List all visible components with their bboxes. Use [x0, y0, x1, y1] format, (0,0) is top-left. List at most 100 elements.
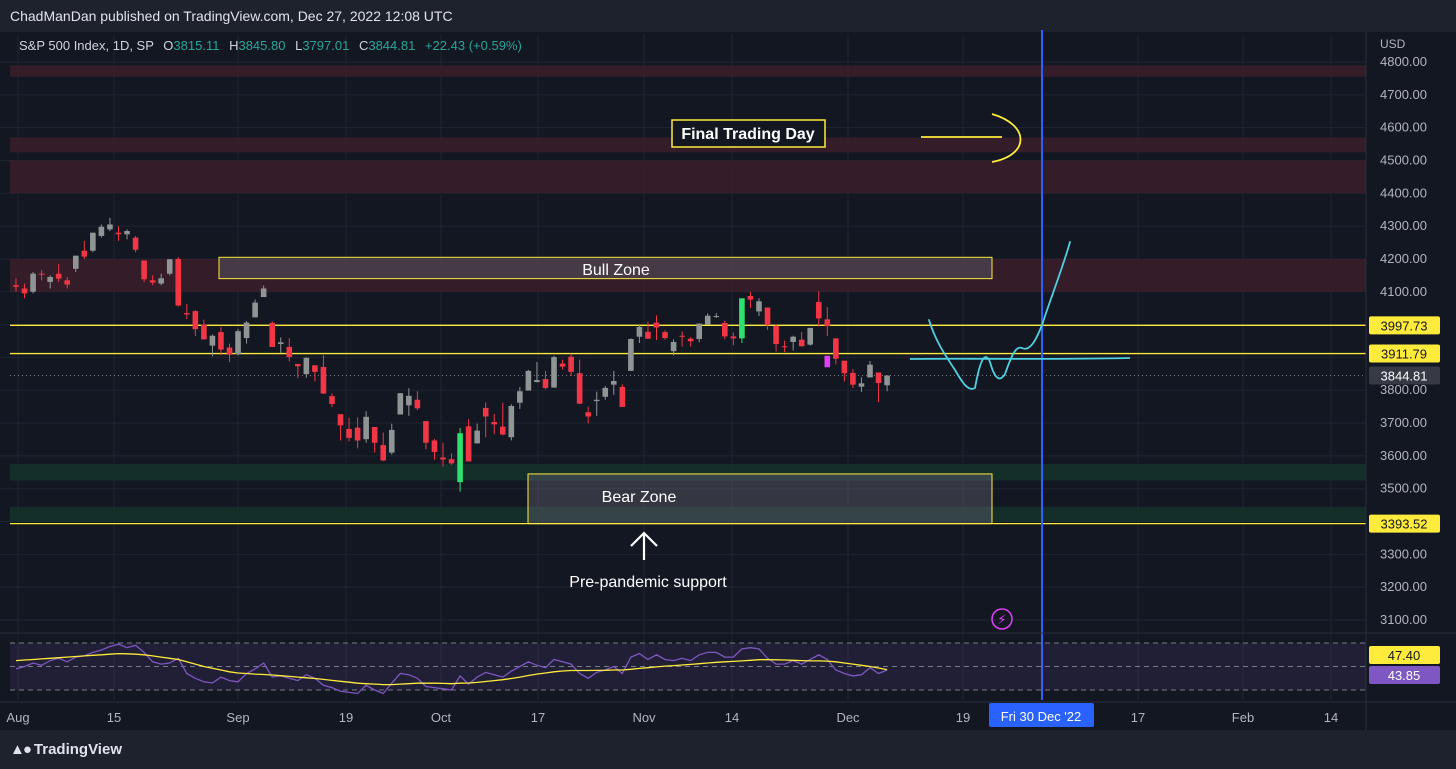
- candle: [346, 417, 352, 442]
- candle-body: [184, 313, 190, 315]
- price-tick-label: 3600.00: [1380, 448, 1427, 463]
- candle-body: [218, 332, 224, 350]
- candle-body: [747, 296, 754, 300]
- rsi-value-box: [1369, 666, 1440, 684]
- candle: [192, 310, 199, 337]
- candle: [653, 315, 660, 341]
- candle: [534, 362, 540, 383]
- candle: [551, 355, 557, 388]
- candle: [457, 427, 463, 492]
- candle-body: [107, 224, 113, 230]
- zone-box: [527, 473, 993, 525]
- candle-body: [585, 412, 591, 417]
- price-tick-label: 4600.00: [1380, 120, 1427, 135]
- candle-body: [252, 302, 258, 318]
- candle: [235, 328, 241, 356]
- candle: [730, 332, 737, 346]
- candle-body: [858, 383, 865, 387]
- candle-body: [166, 259, 173, 274]
- price-label-box: [1369, 514, 1440, 533]
- candle: [722, 320, 728, 340]
- candle: [636, 324, 643, 343]
- candle: [141, 260, 147, 282]
- candle-body: [696, 323, 702, 340]
- candle-body: [875, 372, 882, 384]
- candle: [499, 402, 506, 436]
- candle: [47, 275, 53, 289]
- candle: [798, 332, 805, 347]
- candle: [406, 388, 412, 416]
- candle-body: [764, 307, 771, 326]
- candle: [388, 423, 395, 455]
- rsi-line: [15, 643, 888, 695]
- candle-body: [243, 322, 250, 339]
- candle-body: [312, 365, 318, 372]
- candle: [679, 331, 685, 347]
- candle-body: [798, 339, 805, 347]
- price-label-box: [1369, 344, 1440, 363]
- support-band: [10, 464, 1366, 481]
- candle-body: [149, 280, 156, 283]
- candle-body: [397, 393, 404, 415]
- candle: [295, 363, 301, 379]
- candle-body: [13, 285, 19, 287]
- up-arrow-icon: [630, 531, 658, 560]
- price-tick-label: 3100.00: [1380, 612, 1427, 627]
- lightning-icon-glyph: ⚡: [997, 613, 1006, 628]
- candle-body: [559, 363, 566, 367]
- candle-body: [713, 316, 720, 318]
- rsi-value-box: [1369, 646, 1440, 664]
- candle: [833, 338, 839, 365]
- candle: [474, 423, 480, 444]
- price-label-box: [1369, 366, 1440, 385]
- support-band: [10, 506, 1366, 522]
- candle: [243, 320, 250, 344]
- candle-body: [388, 429, 395, 453]
- publisher-line: ChadManDan published on TradingView.com,…: [10, 8, 453, 24]
- candle: [576, 359, 583, 405]
- candle: [619, 384, 626, 407]
- price-tick-label: 3500.00: [1380, 481, 1427, 496]
- candle-body: [704, 315, 711, 325]
- candle: [542, 370, 549, 390]
- change-value: +22.43 (+0.59%): [424, 38, 522, 53]
- zone-label: Bear Zone: [602, 489, 677, 506]
- candle: [850, 369, 856, 388]
- candle-body: [730, 336, 737, 339]
- candle-body: [602, 387, 609, 397]
- candle-body: [687, 338, 694, 342]
- symbol-name: S&P 500 Index, 1D, SP: [19, 38, 154, 53]
- candle-body: [440, 457, 446, 460]
- candle-body: [380, 445, 387, 461]
- publisher-bar: [0, 0, 1456, 32]
- candle: [440, 442, 446, 467]
- candle: [98, 224, 105, 238]
- candle: [260, 285, 267, 298]
- candle-body: [209, 335, 216, 346]
- candle: [867, 361, 873, 378]
- time-tick-label: 17: [531, 710, 545, 725]
- candle-body: [201, 324, 207, 340]
- candle: [781, 340, 788, 353]
- candle-body: [815, 301, 822, 319]
- candle: [226, 343, 233, 363]
- candle-body: [636, 326, 643, 337]
- candle-body: [303, 357, 310, 375]
- candle: [303, 357, 310, 378]
- candle: [371, 426, 378, 453]
- candle: [209, 334, 216, 357]
- candle-body: [320, 366, 327, 394]
- time-tick-label: 17: [1131, 710, 1145, 725]
- candle: [807, 327, 814, 346]
- candle: [90, 232, 96, 253]
- candle: [875, 372, 882, 403]
- candle: [465, 419, 472, 462]
- candle: [149, 275, 156, 286]
- resistance-band: [10, 65, 1366, 77]
- candle-body: [884, 375, 890, 386]
- candle: [184, 303, 190, 320]
- candle-body: [346, 428, 352, 438]
- tradingview-brand[interactable]: ▲● TradingView: [10, 741, 122, 758]
- candle-body: [295, 363, 301, 367]
